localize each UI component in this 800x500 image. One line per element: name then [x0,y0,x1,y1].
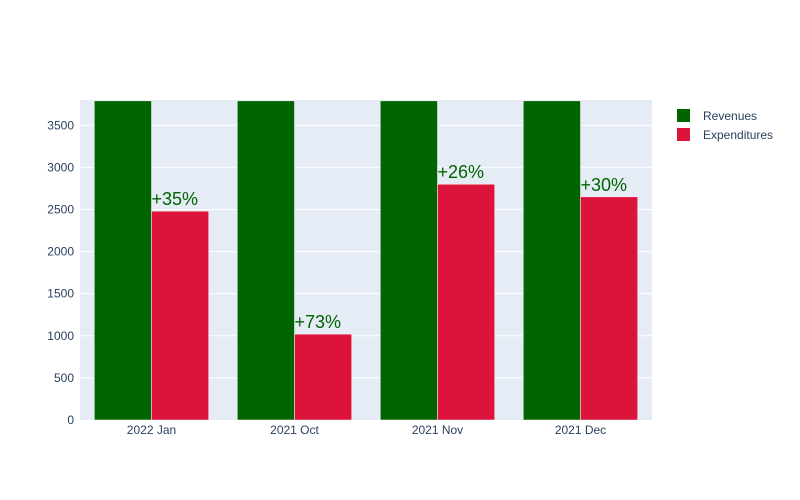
y-tick-label: 0 [67,413,74,427]
y-tick-label: 500 [54,371,74,385]
bar-expenditures-3 [580,196,638,421]
x-tick-label: 2021 Oct [270,423,319,437]
x-tick-label: 2022 Jan [127,423,176,437]
y-tick-label: 3000 [47,160,74,174]
legend-swatch-revenues [677,109,690,122]
y-tick-label: 2000 [47,245,74,259]
legend-swatch-expenditures [677,128,690,141]
bar-revenues-2 [380,100,438,421]
data-label: +35% [152,189,199,209]
x-tick-label: 2021 Nov [412,423,463,437]
y-axis: 0 500 1000 1500 2000 2500 3000 3500 [47,118,74,427]
bars [94,100,638,421]
bar-revenues-1 [237,100,295,421]
y-tick-label: 1000 [47,329,74,343]
data-labels: +35% +73% +26% +30% [152,162,628,332]
bar-revenues-0 [94,100,152,421]
legend: Revenues Expenditures [677,109,773,142]
x-tick-label: 2021 Dec [555,423,606,437]
legend-label: Expenditures [703,128,773,142]
y-tick-label: 1500 [47,287,74,301]
bar-expenditures-0 [151,210,209,421]
data-label: +73% [295,312,342,332]
x-axis: 2022 Jan 2021 Oct 2021 Nov 2021 Dec [127,423,606,437]
bar-expenditures-2 [437,183,495,421]
data-label: +26% [438,162,485,182]
legend-label: Revenues [703,109,757,123]
data-label: +30% [581,175,628,195]
y-tick-label: 2500 [47,202,74,216]
bar-revenues-3 [523,100,581,421]
y-tick-label: 3500 [47,118,74,132]
bar-expenditures-1 [294,333,352,421]
